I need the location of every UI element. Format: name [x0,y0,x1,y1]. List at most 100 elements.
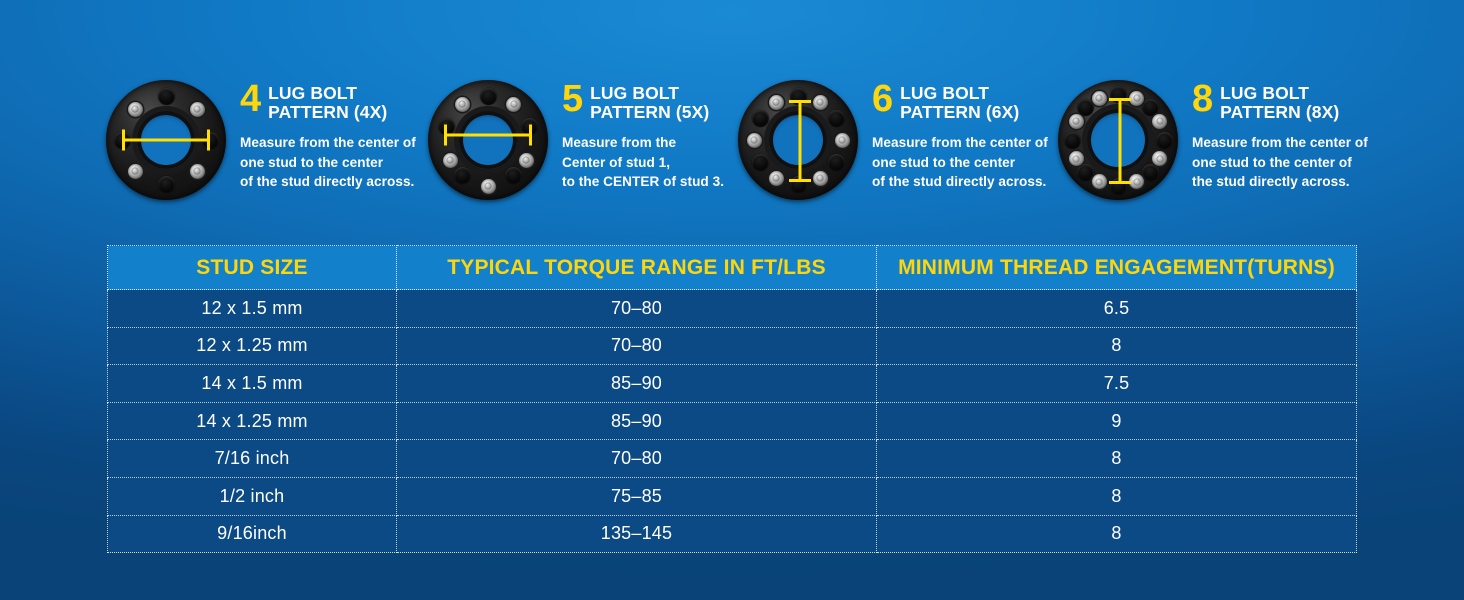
cell-thread-engagement: 8 [876,477,1357,516]
cell-stud-size: 12 x 1.5 mm [107,289,397,328]
lug-stud [1129,174,1145,190]
cell-stud-size: 14 x 1.5 mm [107,364,397,403]
center-bore [137,111,195,169]
table-row: 9/16inch 135–145 8 [107,515,1357,554]
lug-pattern-heading-5: 5 LUG BOLT PATTERN (5X) [562,78,724,122]
cell-thread-engagement: 7.5 [876,364,1357,403]
lug-count-number: 4 [240,78,261,120]
lug-pattern-description: Measure from the Center of stud 1, to th… [562,135,725,189]
lug-pattern-title: LUG BOLT PATTERN (8X) [1220,83,1340,122]
table-row: 7/16 inch 70–80 8 [107,439,1357,478]
lug-hole [453,167,471,185]
lug-stud [506,96,522,112]
cell-torque-range: 85–90 [396,402,877,441]
lug-hole [1109,177,1127,195]
lug-stud [189,163,205,179]
lug-pattern-description: Measure from the center of one stud to t… [872,135,1048,189]
cell-thread-engagement: 8 [876,515,1357,554]
table-row: 12 x 1.5 mm 70–80 6.5 [107,289,1357,328]
lug-pattern-text-5: 5 LUG BOLT PATTERN (5X) Measure from the… [562,74,724,192]
lug-stud [1152,113,1168,129]
lug-hole [437,118,455,136]
lug-stud [127,163,143,179]
lug-count-number: 8 [1192,78,1213,120]
lug-hole [789,87,807,105]
lug-hole [1077,164,1094,181]
lug-pattern-heading-4: 4 LUG BOLT PATTERN (4X) [240,78,416,122]
cell-stud-size: 7/16 inch [107,439,397,478]
lug-hole [1142,164,1159,181]
lug-pattern-text-6: 6 LUG BOLT PATTERN (6X) Measure from the… [872,74,1048,192]
cell-torque-range: 70–80 [396,327,877,366]
lug-hole [1109,85,1127,103]
center-bore [769,111,827,169]
lug-stud [768,94,784,110]
cell-thread-engagement: 8 [876,327,1357,366]
column-header-thread-engagement: MINIMUM THREAD ENGAGEMENT(TURNS) [876,245,1357,290]
lug-count-number: 5 [562,78,583,120]
lug-stud [1068,151,1084,167]
center-bore [1087,109,1149,171]
lug-hole [1063,131,1081,149]
table-row: 14 x 1.25 mm 85–90 9 [107,402,1357,441]
lug-hole [479,87,497,105]
lug-hole [1155,131,1173,149]
lug-pattern-text-4: 4 LUG BOLT PATTERN (4X) Measure from the… [240,74,416,192]
lug-pattern-card-8: 8 LUG BOLT PATTERN (8X) Measure from the… [1056,74,1368,224]
lug-pattern-heading-6: 6 LUG BOLT PATTERN (6X) [872,78,1048,122]
lug-count-number: 6 [872,78,893,120]
cell-stud-size: 9/16inch [107,515,397,554]
lug-stud [127,101,143,117]
cell-stud-size: 14 x 1.25 mm [107,402,397,441]
lug-stud [518,152,534,168]
torque-spec-table-wrapper: STUD SIZE TYPICAL TORQUE RANGE IN FT/LBS… [107,245,1357,554]
cell-stud-size: 1/2 inch [107,477,397,516]
lug-pattern-heading-8: 8 LUG BOLT PATTERN (8X) [1192,78,1368,122]
wheel-spacer-5-lug-icon [426,78,550,202]
lug-stud [812,170,828,186]
lug-hole [157,175,175,193]
lug-hole [113,131,131,149]
lug-stud [746,132,762,148]
center-bore [459,111,517,169]
lug-stud [189,101,205,117]
lug-stud [454,96,470,112]
lug-stud [1129,90,1145,106]
wheel-spacer-6-lug-icon [736,78,860,202]
lug-stud [1091,174,1107,190]
lug-pattern-card-6: 6 LUG BOLT PATTERN (6X) Measure from the… [736,74,1048,224]
wheel-spacer-8-lug-icon [1056,78,1180,202]
lug-hole [1077,99,1094,116]
lug-hole [827,153,845,171]
lug-stud [1068,113,1084,129]
lug-pattern-title: LUG BOLT PATTERN (4X) [268,83,388,122]
wheel-spacer-4-lug-icon [104,78,228,202]
lug-hole [827,109,845,127]
torque-spec-table: STUD SIZE TYPICAL TORQUE RANGE IN FT/LBS… [107,245,1357,554]
lug-stud [1091,90,1107,106]
lug-pattern-description: Measure from the center of one stud to t… [1192,135,1368,189]
cell-torque-range: 75–85 [396,477,877,516]
lug-pattern-card-5: 5 LUG BOLT PATTERN (5X) Measure from the… [426,74,724,224]
cell-thread-engagement: 8 [876,439,1357,478]
lug-hole [751,153,769,171]
cell-stud-size: 12 x 1.25 mm [107,327,397,366]
lug-stud [834,132,850,148]
lug-hole [751,109,769,127]
column-header-torque-range: TYPICAL TORQUE RANGE IN FT/LBS [396,245,877,290]
lug-stud [480,178,496,194]
lug-hole [201,131,219,149]
cell-thread-engagement: 6.5 [876,289,1357,328]
lug-hole [789,175,807,193]
lug-pattern-row: 4 LUG BOLT PATTERN (4X) Measure from the… [0,74,1464,224]
cell-torque-range: 85–90 [396,364,877,403]
table-row: 1/2 inch 75–85 8 [107,477,1357,516]
lug-stud [812,94,828,110]
lug-stud [1152,151,1168,167]
lug-pattern-title: LUG BOLT PATTERN (6X) [900,83,1020,122]
table-row: 14 x 1.5 mm 85–90 7.5 [107,364,1357,403]
lug-hole [505,167,523,185]
lug-pattern-description: Measure from the center of one stud to t… [240,135,416,189]
table-row: 12 x 1.25 mm 70–80 8 [107,327,1357,366]
